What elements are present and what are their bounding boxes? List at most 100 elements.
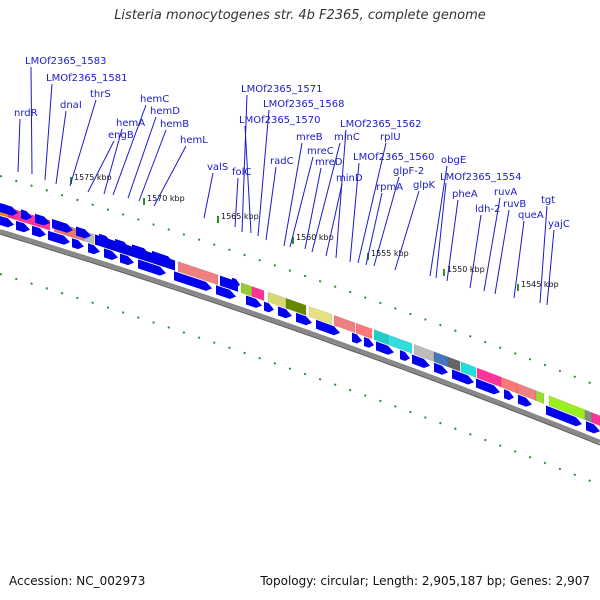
leader-line-11 bbox=[203, 172, 214, 219]
feature-block-27 bbox=[591, 412, 600, 427]
gene-arrows-lower-arrow-9 bbox=[174, 271, 212, 291]
gene-label-0: LMOf2365_1583 bbox=[25, 56, 107, 67]
gene-label-11: valS bbox=[207, 162, 228, 173]
accession-text: Accession: NC_002973 bbox=[9, 574, 146, 588]
gene-arrows-upper-a-arrow-9 bbox=[152, 250, 174, 266]
gene-label-28: obgE bbox=[441, 155, 466, 166]
leader-line-5 bbox=[87, 140, 115, 193]
feature-block-11 bbox=[285, 297, 307, 316]
gene-arrows-upper-a-arrow-3 bbox=[35, 213, 50, 226]
gene-arrows-lower-arrow-7 bbox=[120, 253, 134, 266]
gene-label-12: folC bbox=[232, 167, 251, 178]
gene-arrows-lower-arrow-6 bbox=[104, 248, 118, 260]
gene-label-22: LMOf2365_1562 bbox=[340, 119, 422, 130]
gene-label-31: ldh-2 bbox=[475, 204, 500, 215]
gene-arrows-lower-arrow-23 bbox=[476, 378, 500, 395]
leader-line-14 bbox=[257, 109, 270, 237]
leader-line-19 bbox=[311, 142, 341, 253]
leader-line-4 bbox=[69, 99, 97, 187]
leader-line-30 bbox=[446, 199, 459, 282]
gene-label-8: hemD bbox=[150, 106, 180, 117]
gene-label-25: glpF-2 bbox=[393, 166, 424, 177]
leader-line-27 bbox=[394, 190, 420, 271]
leader-line-35 bbox=[539, 205, 548, 304]
scale-label-5: 1550 kbp bbox=[447, 265, 485, 274]
scale-label-6: 1545 kbp bbox=[521, 280, 559, 289]
leader-line-25 bbox=[373, 176, 400, 267]
leader-line-3 bbox=[55, 110, 67, 185]
leader-line-22 bbox=[335, 129, 347, 259]
genome-summary: Topology: circular; Length: 2,905,187 bp… bbox=[260, 574, 590, 588]
gene-arrows-lower-arrow-2 bbox=[32, 225, 46, 238]
leader-line-7 bbox=[103, 128, 123, 195]
gene-label-15: LMOf2365_1570 bbox=[239, 115, 321, 126]
feature-block-19 bbox=[447, 356, 461, 372]
gene-arrows-upper-a bbox=[0, 203, 240, 288]
gene-arrows-lower-arrow-21 bbox=[434, 362, 448, 375]
gene-label-5: engB bbox=[108, 130, 134, 141]
leader-line-8 bbox=[127, 116, 157, 199]
leader-line-23 bbox=[357, 142, 387, 264]
gene-arrows-lower-arrow-12 bbox=[264, 301, 274, 313]
gene-label-19: minC bbox=[334, 132, 360, 143]
gene-arrows-lower-arrow-19 bbox=[400, 350, 410, 361]
gene-arrows-lower-arrow-24 bbox=[504, 389, 514, 401]
scale-label-0: 1575 kbp bbox=[74, 173, 112, 182]
gene-arrows-lower-arrow-27 bbox=[586, 421, 600, 434]
leader-line-15 bbox=[244, 125, 252, 234]
leader-line-9 bbox=[138, 129, 167, 202]
gene-arrows-lower-arrow-26 bbox=[546, 405, 582, 427]
gene-label-18: mreC bbox=[307, 146, 334, 157]
inner-scale-dots bbox=[0, 273, 600, 486]
gene-arrows-lower-arrow-0 bbox=[0, 216, 14, 228]
scale-label-1: 1570 kbp bbox=[147, 194, 185, 203]
gene-arrows-lower-arrow-25 bbox=[518, 394, 532, 407]
scale-label-3: 1560 kbp bbox=[296, 233, 334, 242]
feature-block-24 bbox=[535, 390, 545, 405]
gene-label-9: hemB bbox=[160, 119, 189, 130]
gene-arrows-lower-arrow-3 bbox=[48, 230, 70, 245]
feature-block-22 bbox=[500, 376, 518, 394]
leader-line-33 bbox=[494, 209, 510, 295]
gene-label-1: LMOf2365_1581 bbox=[46, 73, 128, 84]
leader-line-26 bbox=[365, 192, 383, 266]
genome-backbone bbox=[0, 229, 600, 444]
feature-block-8 bbox=[240, 282, 253, 297]
gene-arrows-lower-arrow-10 bbox=[216, 285, 236, 299]
gene-label-17: mreB bbox=[296, 132, 323, 143]
gene-arrows-lower-arrow-11 bbox=[246, 295, 262, 308]
gene-arrows-upper-a-arrow-8 bbox=[132, 244, 150, 258]
leader-line-6 bbox=[112, 104, 147, 196]
leader-line-36 bbox=[546, 229, 555, 306]
gene-label-6: hemC bbox=[140, 94, 169, 105]
gene-arrows-lower-arrow-8 bbox=[138, 259, 166, 276]
gene-label-32: ruvA bbox=[494, 187, 517, 198]
leader-line-2 bbox=[17, 118, 21, 173]
gene-label-24: LMOf2365_1560 bbox=[353, 152, 435, 163]
leader-line-13 bbox=[241, 94, 248, 233]
gene-arrows-lower-arrow-13 bbox=[278, 306, 292, 319]
scale-label-2: 1565 kbp bbox=[221, 212, 259, 221]
gene-arrows-lower-arrow-20 bbox=[412, 354, 430, 368]
feature-track bbox=[0, 204, 600, 427]
leader-line-32 bbox=[483, 197, 501, 292]
gene-arrows-upper-a-arrow-4 bbox=[52, 219, 73, 233]
feature-block-13 bbox=[333, 314, 356, 334]
feature-block-12 bbox=[308, 306, 333, 325]
gene-label-7: hemA bbox=[116, 118, 145, 129]
gene-arrows-lower-arrow-18 bbox=[376, 341, 394, 355]
gene-label-14: LMOf2365_1568 bbox=[263, 99, 345, 110]
leader-line-21 bbox=[325, 183, 343, 257]
outer-scale-dots bbox=[0, 175, 600, 388]
gene-arrows-lower-arrow-15 bbox=[316, 319, 340, 336]
gene-labels: LMOf2365_1583 LMOf2365_1581 nrdR dnaI thrS en… bbox=[14, 56, 570, 306]
feature-block-14 bbox=[355, 322, 373, 340]
leader-line-17 bbox=[283, 142, 303, 247]
gene-arrows-upper-a-arrow-5 bbox=[76, 226, 91, 239]
gene-label-30: pheA bbox=[452, 189, 478, 200]
leader-line-28 bbox=[429, 165, 448, 277]
gene-label-3: dnaI bbox=[60, 100, 82, 111]
gene-arrows-lower bbox=[0, 216, 600, 434]
leader-line-16 bbox=[265, 166, 277, 241]
